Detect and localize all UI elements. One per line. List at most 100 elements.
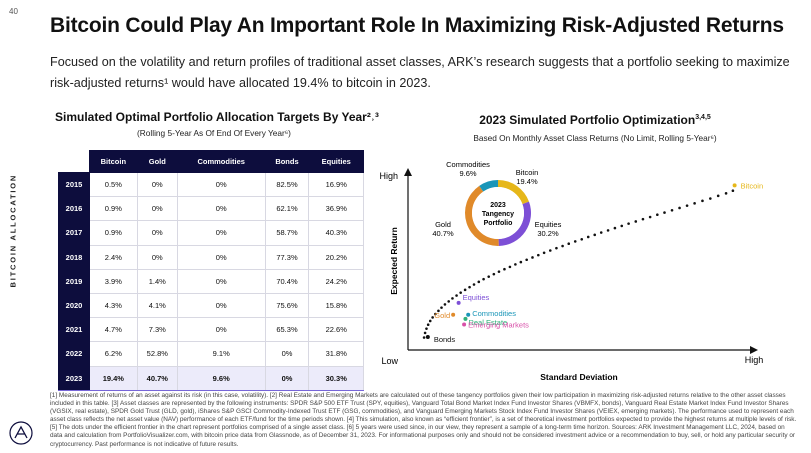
table-cell: 0% (264, 341, 310, 367)
donut-slice (498, 180, 529, 205)
x-axis-arrow (750, 346, 758, 354)
table-row: 2021 4.7% 7.3% 0% 65.3% 22.6% (58, 317, 364, 343)
chart-title-footnote-ref: 3,4,5 (695, 114, 711, 121)
frontier-point (693, 202, 696, 205)
table-cell: 6.2% (89, 341, 138, 367)
table-cell: 58.7% (264, 220, 310, 246)
row-year: 2015 (58, 171, 90, 198)
frontier-point (620, 224, 624, 228)
frontier-point (472, 283, 476, 286)
frontier-point (701, 199, 704, 203)
table-row: 2023 19.4% 40.7% 9.6% 0% 30.3% (58, 365, 364, 391)
table-cell: 16.9% (308, 171, 364, 198)
asset-point-label: Bitcoin (741, 181, 764, 190)
donut-hole (472, 187, 524, 239)
donut-slice (479, 180, 498, 192)
table-corner-cell (58, 150, 90, 173)
table-cell: 62.1% (264, 196, 310, 222)
frontier-point (425, 327, 428, 330)
table-cell: 82.5% (264, 171, 310, 198)
frontier-point (716, 194, 720, 198)
column-header: Bitcoin (89, 150, 138, 173)
table-cell: 9.6% (176, 365, 266, 391)
table-header-row: Bitcoin Gold Commodities Bonds Equities (58, 150, 364, 173)
asset-point-label: Emerging Markets (468, 321, 529, 330)
frontier-point (731, 189, 735, 192)
page-number: 40 (9, 7, 18, 16)
section-side-label-text: BITCOIN ALLOCATION (8, 173, 18, 288)
table-cell: 0% (176, 171, 266, 198)
frontier-point (663, 211, 666, 214)
row-year: 2016 (58, 196, 90, 222)
donut-label-name: Equities (535, 220, 562, 229)
table-cell: 4.3% (89, 292, 138, 319)
table-cell: 77.3% (264, 244, 310, 270)
frontier-point (555, 246, 558, 250)
table-cell: 9.1% (176, 341, 266, 367)
frontier-point (455, 294, 458, 297)
table-cell: 40.7% (136, 365, 178, 391)
page-title: Bitcoin Could Play An Important Role In … (50, 14, 784, 37)
frontier-point (431, 316, 434, 319)
frontier-point (586, 235, 590, 239)
x-tick-label: High (745, 355, 764, 365)
y-axis-label: Expected Return (389, 227, 399, 295)
table-cell: 52.8% (136, 341, 178, 367)
frontier-point (537, 253, 540, 257)
frontier-point (670, 208, 674, 212)
column-header: Gold (136, 150, 178, 173)
x-axis-label: Standard Deviation (540, 372, 617, 382)
table-row: 2017 0.9% 0% 0% 58.7% 40.3% (58, 220, 364, 246)
table-row: 2019 3.9% 1.4% 0% 70.4% 24.2% (58, 268, 364, 294)
table-row: 2018 2.4% 0% 0% 77.3% 20.2% (58, 244, 364, 270)
table-cell: 24.2% (308, 268, 364, 294)
table-cell: 0% (176, 244, 266, 270)
frontier-point (580, 237, 584, 241)
frontier-point (443, 303, 447, 306)
frontier-point (514, 263, 517, 266)
row-year: 2019 (58, 268, 90, 294)
frontier-point (542, 251, 546, 255)
table-cell: 30.3% (308, 365, 364, 391)
donut-label-name: Commodities (446, 160, 490, 169)
table-cell: 15.8% (308, 292, 364, 319)
x-tick-label: Low (381, 356, 398, 366)
chart-subtitle: Based On Monthly Asset Class Returns (No… (473, 133, 717, 143)
table-cell: 36.9% (308, 196, 364, 222)
table-cell: 0% (136, 196, 178, 222)
row-year: 2021 (58, 317, 90, 343)
table-cell: 1.4% (136, 268, 178, 294)
asset-point (462, 322, 467, 327)
table-cell: 0.5% (89, 171, 138, 198)
frontier-point (463, 288, 467, 292)
efficient-frontier-chart: High Low High Standard Deviation Expected Re… (380, 160, 764, 382)
frontier-point (599, 231, 603, 234)
asset-point-label: Gold (434, 311, 450, 320)
footnotes: [1] Measurement of returns of an asset a… (50, 392, 797, 448)
table-row: 2016 0.9% 0% 0% 62.1% 36.9% (58, 196, 364, 222)
table-cell: 0% (176, 292, 266, 319)
frontier-point (477, 280, 481, 284)
table-cell: 3.9% (89, 268, 138, 294)
frontier-point (423, 331, 427, 335)
asset-point-label: Bonds (434, 335, 456, 344)
ark-logo-icon (9, 421, 33, 445)
asset-point-label: Equities (463, 293, 490, 302)
donut-slice (465, 185, 499, 246)
frontier-point (648, 215, 652, 219)
donut-slice (498, 201, 531, 246)
table-subtitle: (Rolling 5-Year As Of End Of Every Year⁶… (137, 128, 291, 138)
donut-label-value: 9.6% (459, 169, 476, 178)
frontier-point (641, 217, 645, 221)
frontier-point (519, 260, 523, 264)
frontier-point (426, 323, 430, 327)
frontier-point (593, 233, 597, 237)
table-cell: 4.7% (89, 317, 138, 343)
frontier-point (422, 336, 426, 339)
asset-point (463, 316, 468, 321)
table-cell: 0% (176, 220, 266, 246)
table-cell: 40.3% (308, 220, 364, 246)
asset-point-label: Real Estate (468, 318, 507, 327)
row-year: 2017 (58, 220, 90, 246)
frontier-point (525, 258, 528, 262)
